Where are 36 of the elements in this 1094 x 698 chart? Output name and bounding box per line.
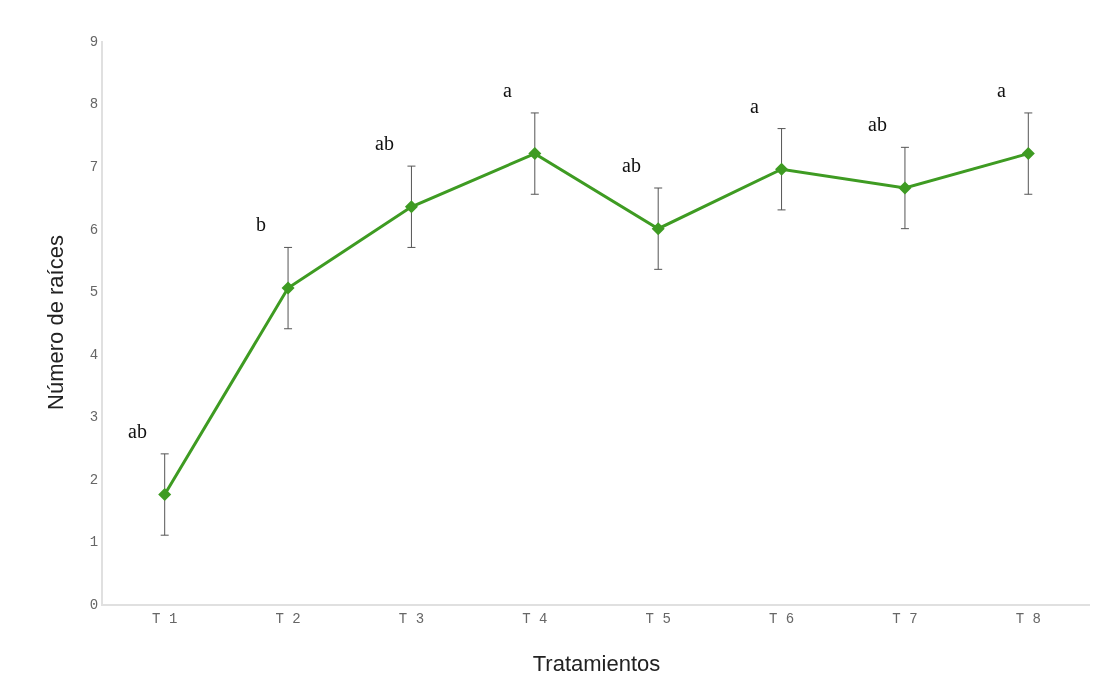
y-tick-label: 4 <box>89 346 99 363</box>
point <box>281 281 295 295</box>
point <box>775 162 789 176</box>
annotation: a <box>750 95 759 117</box>
y-tick-label: 5 <box>89 284 99 301</box>
annotation: ab <box>622 154 641 176</box>
x-tick-label: T 7 <box>892 610 918 627</box>
y-tick-label: 7 <box>89 159 99 176</box>
annotation: ab <box>375 132 394 154</box>
point <box>1021 147 1035 161</box>
x-tick-label: T 8 <box>1015 610 1041 627</box>
y-tick-label: 8 <box>89 96 99 113</box>
annotation: ab <box>868 113 887 135</box>
point <box>158 488 172 502</box>
point <box>528 147 542 161</box>
x-axis-title: Tratamientos <box>532 651 661 677</box>
point <box>651 222 665 236</box>
point <box>404 200 418 214</box>
x-tick-label: T 6 <box>768 610 795 627</box>
annotation: a <box>997 79 1006 101</box>
y-tick-label: 6 <box>89 221 99 238</box>
x-tick-label: T 1 <box>152 610 178 627</box>
x-tick-label: T 2 <box>275 610 301 627</box>
x-tick-label: T 4 <box>522 610 548 627</box>
x-tick-label: T 3 <box>398 610 425 627</box>
y-tick-label: 2 <box>89 471 99 488</box>
y-tick-label: 0 <box>89 596 99 613</box>
y-tick-label: 9 <box>89 33 99 50</box>
y-tick-label: 3 <box>89 409 99 426</box>
y-tick-label: 1 <box>89 534 99 551</box>
x-tick-label: T 5 <box>645 610 671 627</box>
y-axis-title: Número de raíces <box>43 235 69 410</box>
annotation: ab <box>128 420 147 442</box>
annotation: b <box>256 213 266 235</box>
annotation: a <box>503 79 512 101</box>
point <box>898 181 912 195</box>
